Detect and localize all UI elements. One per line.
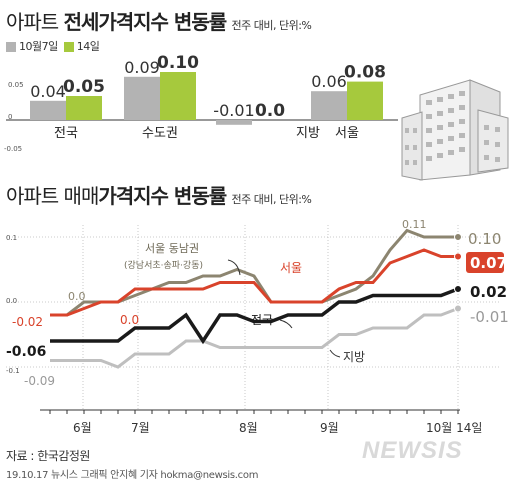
leader-seoul-se (227, 259, 241, 276)
x-tick-jun: 6월 (73, 421, 92, 435)
series-end-dot-3 (454, 304, 462, 313)
pt-national-start: -0.06 (6, 344, 46, 360)
bar-value-0-1: 0.05 (63, 77, 105, 97)
legend-label-prev: 10월7일 (19, 40, 58, 53)
bar-0-1 (66, 96, 102, 120)
x-tick-jul: 7월 (131, 421, 150, 435)
apartment-building-icon (401, 79, 509, 181)
line-tick-pos: 0.1 (6, 234, 17, 242)
bar-value-3-1: 0.08 (344, 63, 386, 83)
label-national: 전국 (251, 313, 273, 327)
pt-seoul-start: -0.02 (12, 315, 43, 329)
series-line-3 (50, 307, 459, 369)
bar-tick-zero: 0 (8, 113, 12, 121)
credit-line: 19.10.17 뉴시스 그래픽 안지혜 기자 hokma@newsis.com (6, 470, 259, 481)
bar-chart-unit: 전주 대비, 단위:% (231, 19, 312, 32)
bar-3-1 (347, 81, 383, 120)
line-x-ticks (49, 410, 459, 414)
bar-chart-title: 아파트 전세가격지수 변동률 전주 대비, 단위:% (6, 6, 312, 35)
line-tick-zero: 0.0 (6, 297, 17, 305)
label-seoul: 서울 (280, 261, 302, 275)
bar-3-0 (311, 91, 347, 120)
source-note: 자료 : 한국감정원 (6, 449, 90, 463)
label-seoul-se: 서울 동남권 (145, 242, 199, 255)
bar-category-0: 전국 (54, 126, 78, 141)
line-series-group (50, 228, 462, 369)
series-line-2 (50, 287, 459, 345)
bar-category-2: 지방 (296, 126, 320, 141)
legend-label-curr: 14일 (76, 40, 100, 53)
bar-group: 0.040.05 전국 0.090.10 수도권 -0.01 0.0 지방 0.060.08 서… (30, 53, 386, 141)
leader-local (329, 349, 341, 358)
line-chart-title-normal: 아파트 매매 (6, 184, 99, 208)
line-chart-unit: 전주 대비, 단위:% (231, 193, 312, 206)
bar-chart-title-bold: 전세가격지수 변동률 (63, 10, 228, 34)
label-local: 지방 (343, 350, 365, 364)
bar-value-1-1: 0.10 (157, 53, 199, 73)
pt-national-end: 0.02 (470, 283, 507, 301)
bar-2-0 (216, 120, 252, 125)
series-end-dot-0 (454, 233, 462, 241)
bar-value-0-0: 0.04 (30, 82, 66, 101)
x-tick-sep: 9월 (320, 421, 339, 435)
series-end-dot-1 (454, 252, 462, 261)
pt-local-end: -0.01 (470, 308, 509, 326)
newsis-logo: NEWSIS (362, 437, 463, 464)
series-line-1 (50, 248, 458, 317)
leader-national (279, 319, 293, 329)
badge-seoul-end (466, 252, 504, 273)
bar-value-1-0: 0.09 (124, 58, 160, 77)
bar-legend: 10월7일 14일 (6, 38, 100, 54)
x-tick-oct: 10월 14일 (426, 421, 482, 435)
bar-tick-neg: -0.05 (4, 145, 22, 153)
pt-local-start: -0.09 (24, 374, 55, 388)
pt-se-end: 0.10 (468, 230, 501, 248)
bar-tick-pos: 0.05 (8, 81, 24, 89)
legend-swatch-prev (6, 42, 16, 52)
bar-value-3-0: 0.06 (311, 72, 347, 91)
series-end-dot-2 (454, 285, 462, 293)
line-tick-neg: -0.1 (6, 367, 20, 375)
pt-seoul-end: 0.07 (470, 254, 507, 272)
line-chart-title-bold: 가격지수 변동률 (98, 184, 227, 208)
bar-value-2-1: 0.0 (255, 101, 285, 121)
bar-category-3: 서울 (335, 126, 359, 141)
x-tick-aug: 8월 (239, 421, 258, 435)
line-chart-title: 아파트 매매가격지수 변동률 전주 대비, 단위:% (6, 180, 312, 209)
pt-seoul-mid: 0.0 (120, 313, 139, 327)
bar-category-1: 수도권 (142, 126, 178, 141)
bar-1-0 (124, 76, 160, 120)
bar-0-0 (30, 100, 66, 120)
bar-1-1 (160, 72, 196, 120)
pt-se-peak: 0.11 (402, 218, 427, 231)
legend-swatch-curr (63, 42, 74, 52)
bar-chart-title-normal: 아파트 (6, 10, 64, 34)
label-seoul-se-sub: (강남서초·송파·강동) (124, 260, 203, 271)
pt-se-start: 0.0 (68, 290, 86, 303)
bar-value-2-0: -0.01 (213, 101, 254, 120)
